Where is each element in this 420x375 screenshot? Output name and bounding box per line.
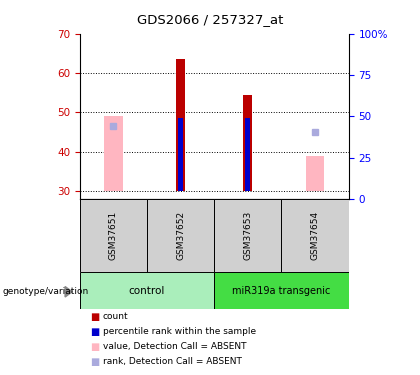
Bar	[104, 116, 123, 191]
Bar	[281, 199, 349, 272]
Text: GSM37652: GSM37652	[176, 211, 185, 260]
Text: GDS2066 / 257327_at: GDS2066 / 257327_at	[137, 13, 283, 26]
Bar	[244, 94, 252, 191]
Bar	[80, 272, 214, 309]
Text: miR319a transgenic: miR319a transgenic	[232, 286, 331, 296]
Bar	[176, 59, 185, 191]
Bar	[245, 118, 250, 191]
Bar	[306, 156, 324, 191]
Polygon shape	[65, 286, 72, 297]
Text: value, Detection Call = ABSENT: value, Detection Call = ABSENT	[103, 342, 247, 351]
Text: ■: ■	[90, 327, 100, 337]
Text: GSM37651: GSM37651	[109, 211, 118, 260]
Text: ■: ■	[90, 342, 100, 352]
Text: ■: ■	[90, 357, 100, 367]
Bar	[147, 199, 214, 272]
Text: percentile rank within the sample: percentile rank within the sample	[103, 327, 256, 336]
Text: GSM37654: GSM37654	[310, 211, 320, 260]
Text: rank, Detection Call = ABSENT: rank, Detection Call = ABSENT	[103, 357, 242, 366]
Text: GSM37653: GSM37653	[243, 211, 252, 260]
Text: count: count	[103, 312, 129, 321]
Text: genotype/variation: genotype/variation	[2, 287, 88, 296]
Bar	[178, 118, 183, 191]
Bar	[214, 272, 349, 309]
Text: ■: ■	[90, 312, 100, 322]
Bar	[214, 199, 281, 272]
Bar	[80, 199, 147, 272]
Text: control: control	[129, 286, 165, 296]
